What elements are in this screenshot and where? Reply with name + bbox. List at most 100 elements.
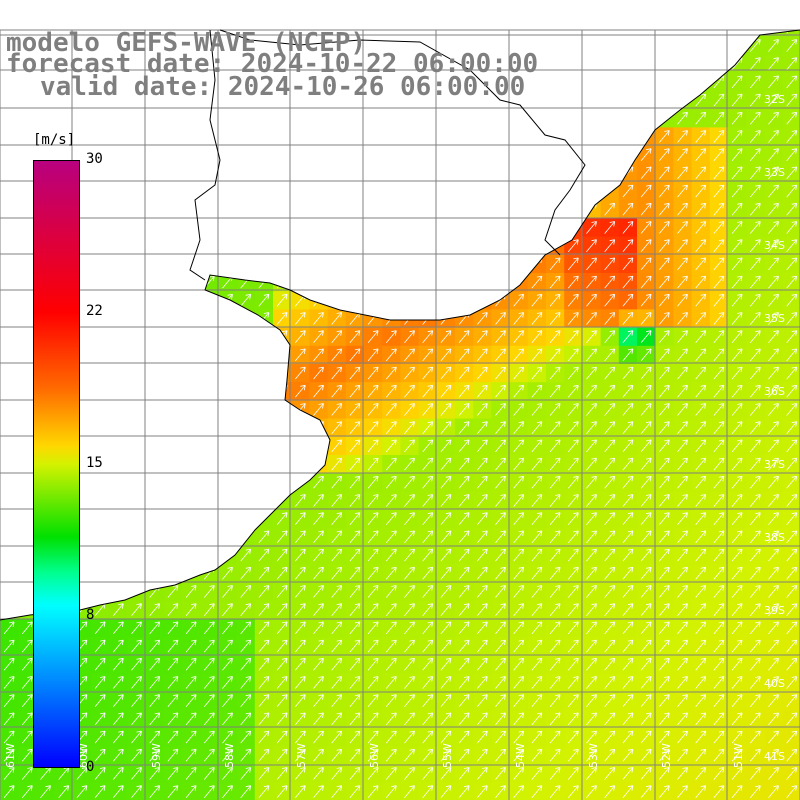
wind-arrow xyxy=(422,384,434,398)
wind-speed-cell xyxy=(327,600,347,620)
wind-speed-cell xyxy=(491,509,511,529)
wind-arrow xyxy=(658,566,670,580)
wind-speed-cell xyxy=(582,309,602,329)
wind-arrow xyxy=(440,639,452,653)
wind-speed-cell xyxy=(400,764,420,784)
wind-speed-cell xyxy=(200,618,219,638)
wind-speed-cell xyxy=(491,491,511,511)
wind-speed-cell xyxy=(109,600,128,620)
wind-arrow xyxy=(658,748,670,762)
wind-speed-cell xyxy=(637,673,656,693)
wind-speed-cell xyxy=(564,254,583,274)
wind-arrow xyxy=(658,712,670,726)
wind-speed-cell xyxy=(709,527,729,547)
wind-arrow xyxy=(385,421,397,434)
wind-arrow xyxy=(768,293,779,307)
wind-arrow xyxy=(731,166,743,180)
wind-arrow xyxy=(422,366,434,380)
wind-speed-cell xyxy=(728,637,747,656)
wind-arrow xyxy=(677,130,688,143)
wind-speed-cell xyxy=(254,691,274,711)
wind-arrow xyxy=(713,748,725,762)
wind-speed-cell xyxy=(473,709,492,729)
wind-arrow xyxy=(622,603,634,616)
wind-speed-cell xyxy=(291,491,310,511)
wind-arrow xyxy=(531,312,543,325)
wind-arrow xyxy=(422,421,434,434)
wind-speed-cell xyxy=(673,254,693,274)
wind-speed-cell xyxy=(254,618,274,638)
wind-arrow xyxy=(731,111,743,125)
wind-arrow xyxy=(167,748,179,762)
wind-speed-cell xyxy=(273,618,292,638)
wind-speed-cell xyxy=(145,691,165,711)
wind-arrow xyxy=(313,403,324,416)
longitude-label: 59W xyxy=(150,743,163,768)
wind-speed-cell xyxy=(764,400,784,420)
wind-arrow xyxy=(749,166,761,180)
wind-arrow xyxy=(440,585,452,598)
wind-speed-cell xyxy=(673,691,693,711)
wind-arrow xyxy=(404,694,415,707)
wind-arrow xyxy=(586,548,597,562)
wind-arrow xyxy=(331,639,343,653)
wind-arrow xyxy=(495,657,506,671)
wind-arrow xyxy=(640,202,652,216)
wind-speed-cell xyxy=(455,418,474,438)
wind-arrow xyxy=(677,366,688,380)
wind-arrow xyxy=(385,512,397,525)
wind-arrow xyxy=(276,676,288,689)
wind-speed-cell xyxy=(473,564,492,583)
wind-arrow xyxy=(695,439,707,453)
wind-speed-cell xyxy=(582,291,602,310)
wind-speed-cell xyxy=(291,673,310,693)
wind-speed-cell xyxy=(254,637,274,656)
wind-speed-cell xyxy=(709,491,729,511)
wind-arrow xyxy=(749,657,761,671)
wind-speed-cell xyxy=(436,691,456,711)
wind-speed-cell xyxy=(364,364,383,383)
wind-arrow xyxy=(222,657,233,671)
wind-speed-cell xyxy=(600,327,620,347)
wind-speed-cell xyxy=(764,764,784,784)
wind-speed-cell xyxy=(400,546,420,565)
wind-arrow xyxy=(786,330,798,343)
wind-speed-cell xyxy=(455,746,474,765)
wind-arrow xyxy=(731,475,743,489)
wind-speed-cell xyxy=(382,746,401,765)
wind-speed-cell xyxy=(764,637,784,656)
colorbar-tick-15: 15 xyxy=(86,455,103,471)
wind-speed-cell xyxy=(436,527,456,547)
wind-arrow xyxy=(203,621,215,635)
wind-arrow xyxy=(367,730,379,744)
wind-speed-cell xyxy=(637,436,656,456)
wind-speed-cell xyxy=(582,618,602,638)
wind-speed-cell xyxy=(327,564,347,583)
wind-arrow xyxy=(731,530,743,544)
wind-speed-cell xyxy=(327,327,347,347)
wind-speed-cell xyxy=(655,564,674,583)
wind-speed-cell xyxy=(364,564,383,583)
wind-speed-cell xyxy=(709,546,729,565)
wind-speed-cell xyxy=(600,382,620,401)
wind-speed-cell xyxy=(145,673,165,693)
wind-arrow xyxy=(549,421,561,434)
wind-speed-cell xyxy=(728,200,747,219)
wind-speed-cell xyxy=(709,382,729,401)
wind-arrow xyxy=(76,767,88,780)
wind-arrow xyxy=(167,603,179,616)
wind-arrow xyxy=(185,585,197,598)
wind-arrow xyxy=(640,148,652,161)
wind-arrow xyxy=(695,621,707,635)
wind-arrow xyxy=(531,621,543,635)
wind-arrow xyxy=(112,694,124,707)
wind-speed-cell xyxy=(546,254,565,274)
wind-speed-cell xyxy=(600,200,620,219)
wind-arrow xyxy=(749,239,761,252)
wind-speed-cell xyxy=(345,691,365,711)
wind-arrow xyxy=(440,676,452,689)
wind-speed-cell xyxy=(709,728,729,747)
wind-arrow xyxy=(786,439,798,453)
wind-speed-cell xyxy=(582,327,602,347)
wind-arrow xyxy=(713,475,725,489)
